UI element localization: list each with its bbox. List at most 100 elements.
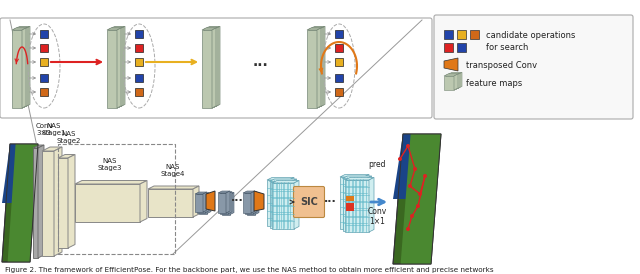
Polygon shape	[444, 58, 458, 71]
Polygon shape	[206, 28, 216, 106]
Bar	[135, 58, 143, 66]
Text: for search: for search	[486, 44, 529, 53]
Polygon shape	[75, 181, 147, 184]
Bar	[135, 88, 143, 96]
Polygon shape	[206, 191, 215, 211]
Polygon shape	[342, 176, 371, 178]
Polygon shape	[26, 26, 30, 106]
Polygon shape	[267, 178, 294, 180]
Polygon shape	[204, 29, 214, 107]
Polygon shape	[393, 134, 441, 264]
Text: candidate operations: candidate operations	[486, 30, 575, 39]
Circle shape	[416, 204, 420, 208]
Polygon shape	[253, 192, 257, 214]
Polygon shape	[195, 194, 203, 212]
Polygon shape	[251, 191, 255, 213]
Polygon shape	[218, 193, 226, 213]
Polygon shape	[254, 191, 264, 211]
Polygon shape	[444, 74, 458, 76]
Polygon shape	[121, 26, 125, 106]
Polygon shape	[107, 28, 121, 30]
Polygon shape	[245, 194, 253, 214]
Polygon shape	[269, 181, 291, 227]
Polygon shape	[214, 27, 218, 107]
Polygon shape	[42, 147, 62, 151]
Polygon shape	[14, 29, 24, 107]
Bar	[58, 144, 175, 254]
Text: NAS
Stage3: NAS Stage3	[98, 158, 122, 171]
Polygon shape	[401, 134, 441, 264]
Polygon shape	[291, 179, 296, 227]
Text: feature maps: feature maps	[466, 78, 522, 87]
Polygon shape	[255, 193, 259, 215]
Text: SIC: SIC	[300, 197, 318, 207]
Polygon shape	[75, 184, 140, 222]
Polygon shape	[16, 26, 30, 28]
Polygon shape	[272, 181, 299, 183]
Polygon shape	[2, 144, 38, 262]
Polygon shape	[205, 193, 209, 213]
Bar	[335, 30, 343, 38]
Polygon shape	[12, 30, 22, 108]
Bar	[335, 44, 343, 52]
Bar	[444, 43, 453, 52]
Polygon shape	[119, 27, 123, 107]
Polygon shape	[340, 177, 364, 229]
Text: Conv
1×1: Conv 1×1	[367, 207, 387, 226]
Polygon shape	[446, 73, 460, 75]
Polygon shape	[289, 178, 294, 226]
Polygon shape	[222, 195, 230, 215]
Polygon shape	[199, 194, 211, 196]
Polygon shape	[204, 27, 218, 29]
Polygon shape	[317, 28, 321, 108]
Polygon shape	[111, 28, 121, 106]
Text: ···: ···	[230, 196, 243, 206]
Polygon shape	[148, 189, 193, 217]
Polygon shape	[193, 186, 199, 217]
Bar	[40, 30, 48, 38]
Polygon shape	[458, 72, 462, 89]
Polygon shape	[311, 28, 321, 106]
Polygon shape	[54, 147, 62, 256]
Polygon shape	[218, 191, 230, 193]
Polygon shape	[448, 72, 462, 75]
Polygon shape	[454, 74, 458, 90]
Polygon shape	[8, 144, 38, 262]
Polygon shape	[345, 180, 369, 232]
Bar	[335, 74, 343, 82]
Polygon shape	[148, 186, 199, 189]
Polygon shape	[319, 27, 323, 107]
Polygon shape	[111, 26, 125, 28]
Polygon shape	[448, 75, 458, 89]
Polygon shape	[367, 176, 371, 230]
Circle shape	[423, 174, 427, 178]
Polygon shape	[243, 191, 255, 193]
Polygon shape	[197, 193, 209, 195]
Polygon shape	[267, 180, 289, 226]
FancyBboxPatch shape	[0, 18, 432, 118]
Bar	[335, 58, 343, 66]
Text: ···: ···	[252, 59, 268, 73]
Polygon shape	[24, 27, 28, 107]
Polygon shape	[307, 30, 317, 108]
Circle shape	[413, 167, 417, 171]
Polygon shape	[228, 192, 232, 214]
Polygon shape	[12, 28, 26, 30]
Polygon shape	[247, 195, 255, 215]
Circle shape	[410, 214, 414, 218]
Polygon shape	[22, 28, 26, 108]
Polygon shape	[340, 175, 369, 177]
Bar	[457, 43, 466, 52]
Polygon shape	[222, 193, 234, 195]
Polygon shape	[68, 155, 75, 248]
Polygon shape	[446, 75, 456, 89]
Polygon shape	[311, 26, 325, 28]
Bar	[40, 44, 48, 52]
Circle shape	[408, 184, 412, 188]
Polygon shape	[2, 144, 23, 203]
Polygon shape	[245, 192, 257, 194]
Polygon shape	[58, 158, 68, 248]
Circle shape	[398, 157, 402, 161]
Polygon shape	[216, 26, 220, 106]
Polygon shape	[109, 29, 119, 107]
